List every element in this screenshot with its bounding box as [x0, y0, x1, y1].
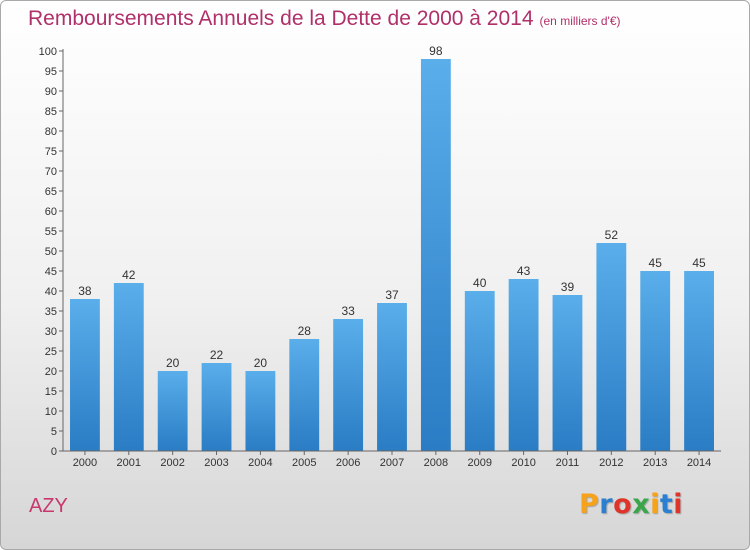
logo-letter: i [650, 489, 660, 520]
x-tick-label-2008: 2008 [424, 457, 448, 469]
x-tick-label-2010: 2010 [511, 457, 535, 469]
data-label-2013: 45 [649, 256, 663, 270]
y-tick-label: 0 [51, 446, 57, 458]
y-tick-label: 25 [45, 346, 57, 358]
y-tick-label: 85 [45, 106, 57, 118]
logo-letter: o [613, 489, 633, 520]
bar-2000 [70, 299, 100, 451]
bar-2006 [333, 319, 364, 451]
y-tick-label: 65 [45, 186, 57, 198]
y-tick-label: 80 [45, 126, 57, 138]
x-axis: 2000 2001 2002 2003 2004 2005 2006 2007 2008 2009… [63, 450, 721, 469]
logo-letter: r [599, 489, 614, 520]
x-tick-label-2004: 2004 [248, 457, 272, 469]
x-tick-label-2002: 2002 [160, 457, 184, 469]
x-tick-label-2013: 2013 [643, 457, 667, 469]
bar-2009 [464, 291, 495, 451]
y-tick-label: 35 [45, 306, 57, 318]
y-tick-label: 100 [39, 46, 57, 58]
data-label-2012: 52 [605, 228, 619, 242]
data-label-2003: 22 [210, 348, 224, 362]
data-label-2000: 38 [78, 284, 92, 298]
data-label-2001: 42 [122, 268, 136, 282]
x-tick-label-2006: 2006 [336, 457, 360, 469]
data-label-2011: 39 [561, 280, 575, 294]
bar-2007 [377, 303, 407, 451]
y-tick-label: 20 [45, 366, 57, 378]
y-tick-label: 5 [51, 426, 57, 438]
bar-2008 [420, 59, 451, 451]
y-tick-label: 55 [45, 226, 57, 238]
data-label-2006: 33 [341, 304, 355, 318]
y-tick-label: 95 [45, 66, 57, 78]
bar-2010 [508, 279, 539, 451]
data-label-2010: 43 [517, 264, 531, 278]
y-axis: 0 5 10 15 20 25 30 35 40 45 50 55 60 65 70 75 80 85 90 95 10… [39, 46, 64, 458]
y-tick-label: 50 [45, 246, 57, 258]
data-label-2014: 45 [692, 256, 706, 270]
x-tick-label-2012: 2012 [599, 457, 623, 469]
bar-2003 [201, 363, 232, 451]
x-tick-label-2014: 2014 [687, 457, 711, 469]
y-tick-label: 70 [45, 166, 57, 178]
x-tick-label-2007: 2007 [380, 457, 404, 469]
bar-2014 [684, 271, 714, 451]
logo-letter: i [673, 489, 684, 520]
x-tick-label-2001: 2001 [117, 457, 141, 469]
chart-title: Remboursements Annuels de la Dette de 20… [28, 7, 621, 31]
data-label-2009: 40 [473, 276, 487, 290]
bar-2002 [157, 371, 188, 451]
unit-note: (en milliers d'€) [539, 14, 621, 28]
logo-letter: t [659, 489, 674, 520]
data-label-2005: 28 [298, 324, 312, 338]
data-label-2008: 98 [429, 44, 443, 58]
proxiti-logo: Proxiti [579, 489, 683, 520]
x-tick-label-2009: 2009 [467, 457, 491, 469]
y-tick-label: 15 [45, 386, 57, 398]
y-tick-label: 30 [45, 326, 57, 338]
x-tick-label-2005: 2005 [292, 457, 316, 469]
y-tick-label: 40 [45, 286, 57, 298]
bar-2012 [596, 243, 627, 451]
y-tick-label: 60 [45, 206, 57, 218]
bar-2001 [113, 283, 144, 451]
data-label-2007: 37 [385, 288, 399, 302]
data-label-2004: 20 [254, 356, 268, 370]
x-tick-label-2003: 2003 [204, 457, 228, 469]
y-tick-label: 10 [45, 406, 57, 418]
x-tick-label-2011: 2011 [556, 457, 580, 469]
logo-letter: P [579, 489, 600, 520]
y-tick-label: 45 [45, 266, 57, 278]
bar-2011 [552, 295, 583, 451]
bar-2005 [289, 339, 320, 451]
bar-2004 [245, 371, 276, 451]
bars: 38 42 20 22 20 28 33 37 98 40 43 39 52 45 45 [70, 44, 714, 451]
y-tick-label: 75 [45, 146, 57, 158]
bar-2013 [640, 271, 671, 451]
data-label-2002: 20 [166, 356, 180, 370]
commune-name: AZY [29, 495, 68, 517]
x-tick-label-2000: 2000 [73, 457, 97, 469]
logo-letter: x [632, 489, 651, 520]
y-tick-label: 90 [45, 86, 57, 98]
chart-title-text: Remboursements Annuels de la Dette de 20… [28, 7, 534, 30]
